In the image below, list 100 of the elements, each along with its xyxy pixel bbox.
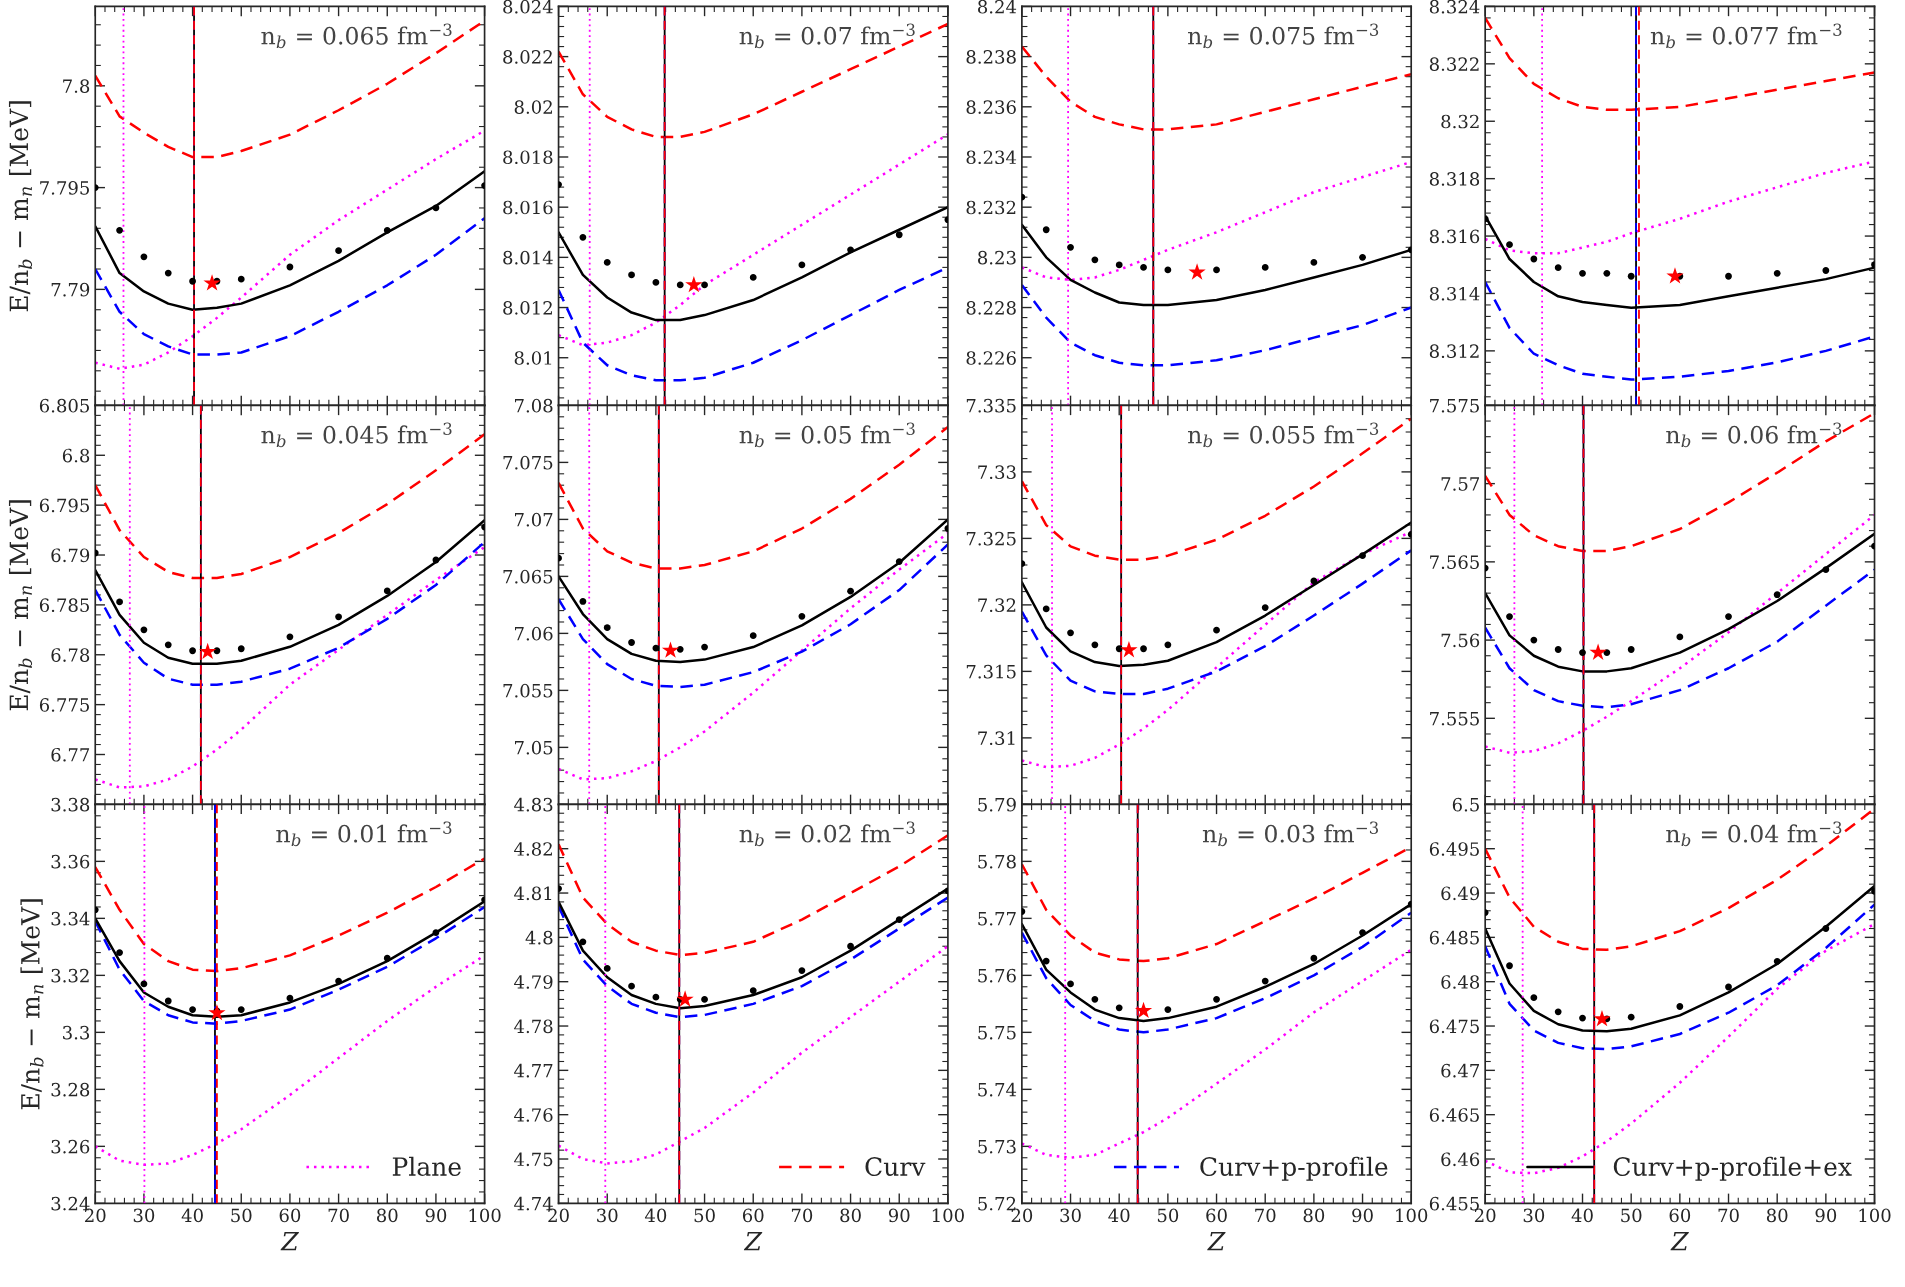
y-tick-label: 4.75 — [514, 1152, 553, 1167]
y-tick-label: 7.06 — [515, 626, 553, 641]
legend-label: Curv+p-profile+ex — [1613, 1156, 1852, 1181]
y-tick-label: 7.07 — [515, 512, 553, 527]
y-tick-label: 3.36 — [51, 854, 90, 869]
x-tick-label: 90 — [425, 1208, 447, 1223]
y-tick-label: 7.325 — [966, 531, 1016, 546]
annotation: n$_{b}$ = 0.077 fm$^{−3}$ — [1650, 23, 1842, 49]
x-tick-label: 70 — [791, 1208, 813, 1223]
x-tick-label: 50 — [694, 1208, 715, 1223]
x-tick-label: 50 — [231, 1208, 252, 1223]
legend-label: Curv — [865, 1157, 926, 1176]
x-tick-label: 100 — [1859, 1208, 1891, 1223]
y-tick-label: 3.34 — [51, 911, 90, 926]
x-tick-label: 50 — [1157, 1208, 1179, 1223]
y-tick-label: 8.022 — [503, 50, 552, 64]
y-tick-label: 7.05 — [515, 740, 553, 755]
y-tick-label: 6.47 — [1441, 1063, 1480, 1078]
y-tick-label: 7.055 — [503, 683, 553, 698]
y-tick-label: 5.73 — [978, 1139, 1016, 1154]
y-tick-label: 7.795 — [40, 181, 89, 195]
x-tick-label: 70 — [1255, 1208, 1276, 1223]
y-tick-label: 5.76 — [978, 968, 1016, 983]
x-axis-title: Z — [280, 1232, 299, 1251]
x-tick-label: 30 — [133, 1208, 155, 1223]
y-tick-label: 7.335 — [966, 398, 1016, 413]
y-tick-label: 7.79 — [51, 282, 90, 297]
annotation: n$_{b}$ = 0.065 fm$^{−3}$ — [261, 23, 452, 49]
y-tick-label: 5.75 — [978, 1026, 1016, 1040]
y-tick-label: 6.805 — [39, 398, 89, 413]
x-tick-label: 40 — [1571, 1208, 1593, 1223]
y-tick-label: 4.83 — [514, 797, 553, 812]
y-tick-label: 6.495 — [1429, 842, 1479, 856]
y-tick-label: 8.02 — [514, 100, 552, 114]
annotation: n$_{b}$ = 0.045 fm$^{−3}$ — [261, 422, 452, 448]
x-tick-label: 90 — [888, 1208, 910, 1223]
x-tick-label: 80 — [1303, 1208, 1325, 1223]
y-tick-label: 5.77 — [978, 912, 1016, 926]
x-tick-label: 40 — [181, 1208, 203, 1223]
x-axis-title: Z — [743, 1232, 763, 1251]
y-tick-label: 3.38 — [51, 797, 90, 812]
y-tick-label: 7.565 — [1430, 555, 1479, 569]
x-tick-label: 90 — [1352, 1208, 1373, 1223]
y-tick-label: 7.555 — [1430, 712, 1479, 726]
y-tick-label: 8.236 — [966, 100, 1016, 114]
y-tick-label: 8.014 — [503, 250, 553, 265]
legend-label: Plane — [392, 1156, 461, 1176]
y-tick-label: 4.76 — [514, 1108, 553, 1122]
x-tick-label: 100 — [469, 1208, 501, 1223]
y-tick-label: 7.075 — [503, 455, 553, 470]
annotation: n$_{b}$ = 0.05 fm$^{−3}$ — [739, 422, 915, 448]
y-tick-label: 4.77 — [514, 1063, 553, 1078]
annotation: n$_{b}$ = 0.02 fm$^{−3}$ — [739, 821, 915, 847]
x-tick-label: 100 — [1396, 1208, 1428, 1223]
y-tick-label: 8.316 — [1429, 229, 1480, 244]
y-tick-label: 8.012 — [503, 301, 552, 315]
x-tick-label: 30 — [1523, 1208, 1545, 1223]
annotation: n$_{b}$ = 0.07 fm$^{−3}$ — [739, 23, 915, 49]
x-axis-title: Z — [1670, 1232, 1689, 1251]
y-tick-label: 8.312 — [1429, 344, 1479, 358]
y-tick-label: 4.8 — [525, 930, 553, 945]
y-tick-label: 7.8 — [63, 79, 90, 93]
x-tick-label: 90 — [1815, 1208, 1837, 1223]
y-tick-label: 7.31 — [978, 731, 1015, 745]
y-tick-label: 8.01 — [514, 351, 552, 365]
annotation: n$_{b}$ = 0.04 fm$^{−3}$ — [1666, 821, 1842, 847]
x-tick-label: 30 — [597, 1208, 618, 1223]
y-tick-label: 8.32 — [1441, 114, 1479, 129]
y-tick-label: 8.018 — [503, 150, 553, 165]
y-tick-label: 8.23 — [978, 250, 1016, 265]
y-tick-label: 6.8 — [62, 448, 90, 463]
y-tick-label: 5.74 — [978, 1082, 1017, 1097]
y-tick-label: 8.24 — [978, 0, 1017, 14]
y-axis-title: E/n$_{b}$ − m$_{n}$ [MeV] — [8, 500, 33, 711]
y-tick-label: 6.465 — [1429, 1108, 1479, 1122]
y-axis-title: E/n$_{b}$ − m$_{n}$ [MeV] — [8, 101, 33, 312]
annotation: n$_{b}$ = 0.03 fm$^{−3}$ — [1202, 821, 1378, 847]
y-tick-label: 6.79 — [51, 548, 90, 563]
y-tick-label: 6.5 — [1452, 797, 1479, 812]
y-tick-label: 8.226 — [966, 351, 1016, 365]
y-tick-label: 5.79 — [978, 797, 1016, 812]
y-tick-label: 3.28 — [51, 1082, 90, 1097]
y-tick-label: 6.785 — [39, 598, 89, 613]
y-tick-label: 6.485 — [1429, 930, 1479, 945]
x-tick-label: 80 — [1766, 1208, 1788, 1223]
y-tick-label: 7.57 — [1441, 477, 1480, 491]
y-tick-label: 7.32 — [978, 598, 1016, 613]
x-tick-label: 80 — [840, 1208, 861, 1223]
y-tick-label: 7.33 — [978, 465, 1016, 480]
y-tick-label: 4.78 — [514, 1019, 553, 1034]
annotation: n$_{b}$ = 0.075 fm$^{−3}$ — [1188, 23, 1379, 49]
y-tick-label: 6.795 — [39, 498, 89, 513]
y-tick-label: 6.48 — [1441, 975, 1480, 989]
y-tick-label: 8.232 — [966, 200, 1016, 215]
y-tick-label: 4.81 — [514, 886, 552, 901]
x-tick-label: 30 — [1060, 1208, 1081, 1223]
y-tick-label: 6.78 — [51, 648, 90, 662]
y-tick-label: 8.024 — [503, 0, 553, 14]
y-tick-label: 6.475 — [1429, 1019, 1479, 1034]
y-tick-label: 6.77 — [51, 747, 90, 762]
